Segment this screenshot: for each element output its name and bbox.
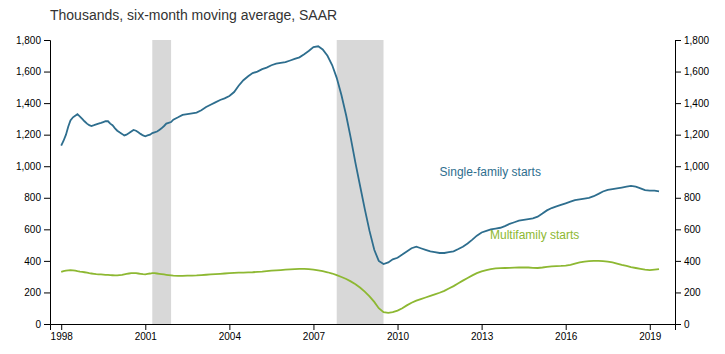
- tick-label: 600: [684, 224, 701, 235]
- tick-label: 400: [24, 256, 41, 267]
- tick-label: 0: [684, 319, 690, 330]
- tick: 1,200: [675, 129, 709, 140]
- tick: 400: [24, 256, 50, 267]
- tick-mark: [675, 292, 681, 293]
- tick-mark: [398, 324, 399, 330]
- tick-mark: [44, 292, 50, 293]
- tick-mark: [675, 261, 681, 262]
- tick-label: 1,000: [16, 161, 41, 172]
- tick-mark: [675, 229, 681, 230]
- tick-label: 2016: [555, 331, 578, 342]
- series-line: [61, 261, 659, 313]
- tick-label: 1,000: [684, 161, 709, 172]
- tick-label: 400: [684, 256, 701, 267]
- tick: 1,000: [16, 161, 50, 172]
- chart: Thousands, six-month moving average, SAA…: [0, 0, 725, 354]
- tick: 400: [675, 256, 701, 267]
- tick: 1,400: [16, 98, 50, 109]
- tick: 600: [24, 224, 50, 235]
- tick: 2001: [135, 324, 158, 342]
- tick-label: 1,600: [684, 66, 709, 77]
- tick-label: 1,400: [684, 98, 709, 109]
- shaded-range: [152, 40, 171, 324]
- tick: 1,600: [16, 66, 50, 77]
- series-line: [61, 46, 659, 264]
- tick-label: 2001: [135, 331, 158, 342]
- annotation: Single-family starts: [440, 165, 541, 179]
- tick: 1,400: [675, 98, 709, 109]
- tick-label: 1,800: [684, 35, 709, 46]
- annotation: Multifamily starts: [490, 228, 579, 242]
- plot-area: [61, 40, 659, 324]
- tick: 2013: [471, 324, 494, 342]
- tick-mark: [61, 324, 62, 330]
- tick: 800: [24, 192, 50, 203]
- tick-mark: [482, 324, 483, 330]
- tick-mark: [145, 324, 146, 330]
- axis-line: [44, 41, 51, 325]
- tick-mark: [44, 72, 50, 73]
- tick-mark: [44, 166, 50, 167]
- axis-line: [676, 41, 682, 325]
- tick-mark: [675, 198, 681, 199]
- tick: 800: [675, 192, 701, 203]
- tick: 2007: [303, 324, 326, 342]
- tick-mark: [44, 324, 50, 325]
- tick-label: 1,600: [16, 66, 41, 77]
- tick-mark: [675, 324, 681, 325]
- tick-mark: [44, 135, 50, 136]
- tick-label: 1998: [51, 331, 74, 342]
- tick-label: 2004: [219, 331, 242, 342]
- tick-label: 600: [24, 224, 41, 235]
- tick: 1,800: [16, 35, 50, 46]
- tick-label: 200: [24, 287, 41, 298]
- tick-mark: [44, 261, 50, 262]
- tick: 2004: [219, 324, 242, 342]
- tick: 200: [675, 287, 701, 298]
- tick-label: 1,200: [16, 129, 41, 140]
- tick-label: 1,400: [16, 98, 41, 109]
- axis: 0 200 400 600 800 1,000 1,200 1,400 1,600 1,800: [16, 35, 51, 330]
- tick-label: 1,800: [16, 35, 41, 46]
- tick-mark: [566, 324, 567, 330]
- tick: 1,800: [675, 35, 709, 46]
- tick: 1,600: [675, 66, 709, 77]
- tick: 2019: [639, 324, 662, 342]
- tick: 0: [675, 319, 690, 330]
- tick: 1,000: [675, 161, 709, 172]
- tick: 1998: [51, 324, 74, 342]
- axis: 1998 2001 2004 2007 2010 2013 2016 2019: [51, 324, 676, 342]
- tick-label: 2010: [387, 331, 410, 342]
- tick-mark: [44, 40, 50, 41]
- tick-label: 800: [684, 192, 701, 203]
- tick-mark: [675, 166, 681, 167]
- tick: 1,200: [16, 129, 50, 140]
- tick-mark: [675, 135, 681, 136]
- tick: 200: [24, 287, 50, 298]
- tick-label: 2019: [639, 331, 662, 342]
- tick-label: 800: [24, 192, 41, 203]
- tick: 2010: [387, 324, 410, 342]
- tick-mark: [650, 324, 651, 330]
- tick: 0: [35, 319, 50, 330]
- tick-label: 1,200: [684, 129, 709, 140]
- tick-mark: [229, 324, 230, 330]
- tick-label: 2007: [303, 331, 326, 342]
- tick-mark: [44, 229, 50, 230]
- tick-label: 0: [35, 319, 41, 330]
- tick-label: 200: [684, 287, 701, 298]
- tick-mark: [675, 103, 681, 104]
- tick-mark: [44, 198, 50, 199]
- tick-mark: [44, 103, 50, 104]
- title: Thousands, six-month moving average, SAA…: [50, 7, 337, 23]
- tick: 2016: [555, 324, 578, 342]
- axis-line: [51, 325, 676, 331]
- axis: 0 200 400 600 800 1,000 1,200 1,400 1,600 1,800: [675, 35, 709, 330]
- tick-mark: [675, 40, 681, 41]
- tick: 600: [675, 224, 701, 235]
- tick-mark: [313, 324, 314, 330]
- tick-mark: [675, 72, 681, 73]
- tick-label: 2013: [471, 331, 494, 342]
